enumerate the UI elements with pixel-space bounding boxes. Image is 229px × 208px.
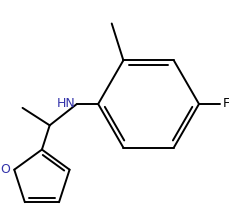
Text: F: F [221,98,228,110]
Text: HN: HN [57,98,76,110]
Text: O: O [0,163,10,176]
